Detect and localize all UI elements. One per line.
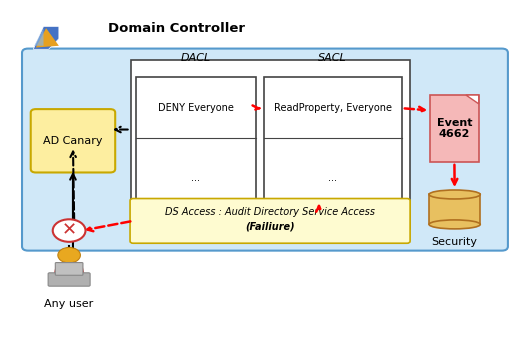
Bar	[429, 194, 480, 225]
Polygon shape	[34, 28, 44, 46]
FancyBboxPatch shape	[130, 199, 410, 243]
Bar	[430, 95, 479, 162]
Ellipse shape	[429, 190, 480, 199]
Text: Domain Controller: Domain Controller	[108, 22, 245, 34]
Polygon shape	[466, 95, 479, 104]
Ellipse shape	[429, 220, 480, 229]
Text: Event
4662: Event 4662	[437, 118, 472, 139]
Circle shape	[58, 247, 80, 263]
Text: ReadProperty, Everyone: ReadProperty, Everyone	[274, 103, 392, 113]
Polygon shape	[54, 262, 84, 275]
Text: ...: ...	[328, 173, 337, 183]
Text: DACL: DACL	[181, 53, 211, 63]
Text: Any user: Any user	[45, 299, 94, 309]
FancyBboxPatch shape	[55, 263, 83, 275]
Text: SACL: SACL	[318, 53, 347, 63]
Polygon shape	[36, 28, 59, 48]
Bar	[131, 60, 410, 229]
Text: DENY Everyone: DENY Everyone	[158, 103, 234, 113]
Text: Security: Security	[432, 237, 478, 247]
Text: DS Access : Audit Directory Service Access: DS Access : Audit Directory Service Acce…	[165, 207, 375, 217]
FancyBboxPatch shape	[48, 273, 90, 286]
Polygon shape	[33, 26, 59, 49]
Bar	[136, 77, 256, 211]
FancyBboxPatch shape	[31, 109, 115, 172]
FancyBboxPatch shape	[22, 49, 508, 251]
Bar	[264, 77, 402, 211]
Text: AD Canary: AD Canary	[43, 136, 103, 146]
Circle shape	[53, 219, 86, 242]
Text: ...: ...	[191, 173, 200, 183]
Text: ✕: ✕	[61, 221, 77, 240]
Text: (Failiure): (Failiure)	[245, 221, 295, 231]
